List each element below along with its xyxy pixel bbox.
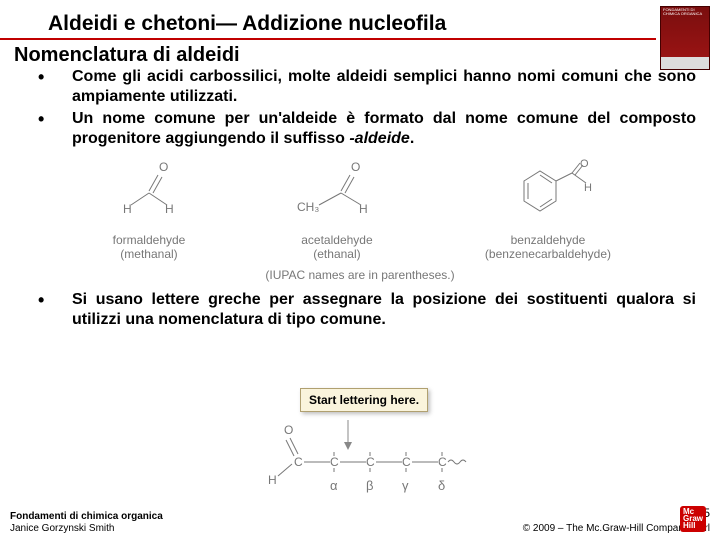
mol-label: benzaldehyde (benzenecarbaldehyde) xyxy=(485,234,611,262)
svg-text:C: C xyxy=(294,455,303,469)
mol-label: formaldehyde (methanal) xyxy=(109,234,189,262)
list-item: • Come gli acidi carbossilici, molte ald… xyxy=(24,67,696,107)
bullet-marker: • xyxy=(24,109,72,149)
svg-text:C: C xyxy=(402,455,411,469)
mol-label: acetaldehyde (ethanal) xyxy=(287,234,387,262)
svg-text:O: O xyxy=(284,423,293,437)
svg-text:δ: δ xyxy=(438,478,445,493)
structure-icon: O H xyxy=(488,159,608,225)
svg-text:β: β xyxy=(366,478,373,493)
footer: Fondamenti di chimica organica Janice Go… xyxy=(10,507,710,534)
footer-left: Fondamenti di chimica organica Janice Go… xyxy=(10,511,163,534)
svg-text:CH₃: CH₃ xyxy=(297,200,319,214)
svg-text:γ: γ xyxy=(402,478,409,493)
svg-text:α: α xyxy=(330,478,338,493)
svg-text:C: C xyxy=(438,455,447,469)
svg-text:H: H xyxy=(359,202,368,216)
iupac-note: (IUPAC names are in parentheses.) xyxy=(0,268,720,282)
svg-text:C: C xyxy=(366,455,375,469)
book-cover: FONDAMENTI DI CHIMICA ORGANICA xyxy=(660,6,710,70)
bullet-text: Un nome comune per un'aldeide è formato … xyxy=(72,109,696,149)
logo-text: McGrawHill xyxy=(683,508,703,530)
chain-icon: O C H C C C C α β γ δ xyxy=(260,420,480,508)
publisher-logo: McGrawHill xyxy=(680,506,706,532)
cover-text: FONDAMENTI DI CHIMICA ORGANICA xyxy=(663,8,709,16)
svg-text:O: O xyxy=(159,160,168,174)
structure-icon: O CH₃ H xyxy=(287,159,387,225)
molecule-benzaldehyde: O H benzaldehyde (benzenecarbaldehyde) xyxy=(485,159,611,262)
callout-text: Start lettering here. xyxy=(309,393,419,407)
bullet-text: Come gli acidi carbossilici, molte aldei… xyxy=(72,67,696,107)
svg-text:O: O xyxy=(351,160,360,174)
svg-text:H: H xyxy=(584,182,592,194)
callout-box: Start lettering here. xyxy=(300,388,428,412)
bullet-text: Si usano lettere greche per assegnare la… xyxy=(72,290,696,330)
bullet-list: • Come gli acidi carbossilici, molte ald… xyxy=(0,67,720,149)
bullet-marker: • xyxy=(24,290,72,330)
molecule-acetaldehyde: O CH₃ H acetaldehyde (ethanal) xyxy=(287,159,387,262)
bullet-marker: • xyxy=(24,67,72,107)
svg-text:O: O xyxy=(580,159,589,170)
svg-text:C: C xyxy=(330,455,339,469)
footer-book: Fondamenti di chimica organica xyxy=(10,511,163,523)
figure-greek-chain: O C H C C C C α β γ δ xyxy=(260,420,480,513)
structure-icon: O H H xyxy=(109,159,189,225)
page-title: Aldeidi e chetoni— Addizione nucleofila xyxy=(0,0,656,40)
svg-text:H: H xyxy=(123,202,132,216)
footer-author: Janice Gorzynski Smith xyxy=(10,523,163,535)
svg-text:H: H xyxy=(165,202,174,216)
svg-text:H: H xyxy=(268,473,277,487)
figure-aldehydes: O H H formaldehyde (methanal) O CH₃ H ac… xyxy=(0,151,720,262)
section-subtitle: Nomenclatura di aldeidi xyxy=(0,40,720,67)
list-item: • Si usano lettere greche per assegnare … xyxy=(24,290,696,330)
list-item: • Un nome comune per un'aldeide è format… xyxy=(24,109,696,149)
molecule-formaldehyde: O H H formaldehyde (methanal) xyxy=(109,159,189,262)
bullet-list-2: • Si usano lettere greche per assegnare … xyxy=(0,290,720,330)
